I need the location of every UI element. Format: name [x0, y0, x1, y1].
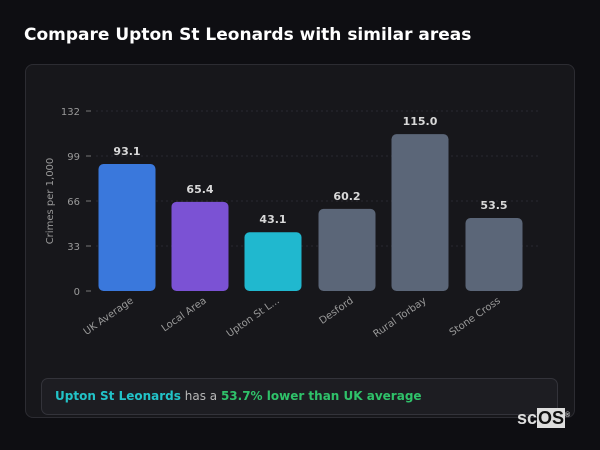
x-tick-label: Upton St L... [225, 295, 282, 339]
summary-text: has a [180, 389, 221, 403]
y-axis-label: Crimes per 1,000 [45, 158, 56, 245]
summary-area: Upton St Leonards [55, 389, 181, 403]
y-tick-label: 66 [67, 197, 80, 208]
x-tick-label: Local Area [160, 295, 209, 334]
data-label: 43.1 [259, 213, 286, 226]
summary-box: Upton St Leonards has a 53.7% lower than… [41, 378, 558, 415]
data-label: 53.5 [480, 199, 507, 212]
x-tick-label: UK Average [82, 295, 136, 337]
y-tick-label: 33 [67, 242, 80, 253]
bar [391, 134, 449, 291]
x-tick-label: Desford [317, 295, 355, 326]
x-tick-label: Stone Cross [448, 295, 503, 338]
y-tick-label: 0 [74, 287, 80, 298]
page-title: Compare Upton St Leonards with similar a… [24, 25, 472, 45]
y-tick-label: 99 [67, 152, 80, 163]
data-label: 115.0 [403, 115, 438, 128]
data-label: 65.4 [186, 183, 213, 196]
data-label: 93.1 [113, 145, 140, 158]
bar [98, 164, 156, 291]
summary-stat: 53.7% lower than UK average [220, 389, 422, 403]
x-tick-label: Rural Torbay [372, 295, 429, 340]
y-tick-label: 132 [61, 107, 80, 118]
bar [244, 232, 302, 291]
bar [465, 218, 523, 291]
bar [171, 201, 229, 291]
bar [318, 208, 376, 291]
data-label: 60.2 [333, 190, 360, 203]
logo: scOS® [517, 408, 571, 428]
